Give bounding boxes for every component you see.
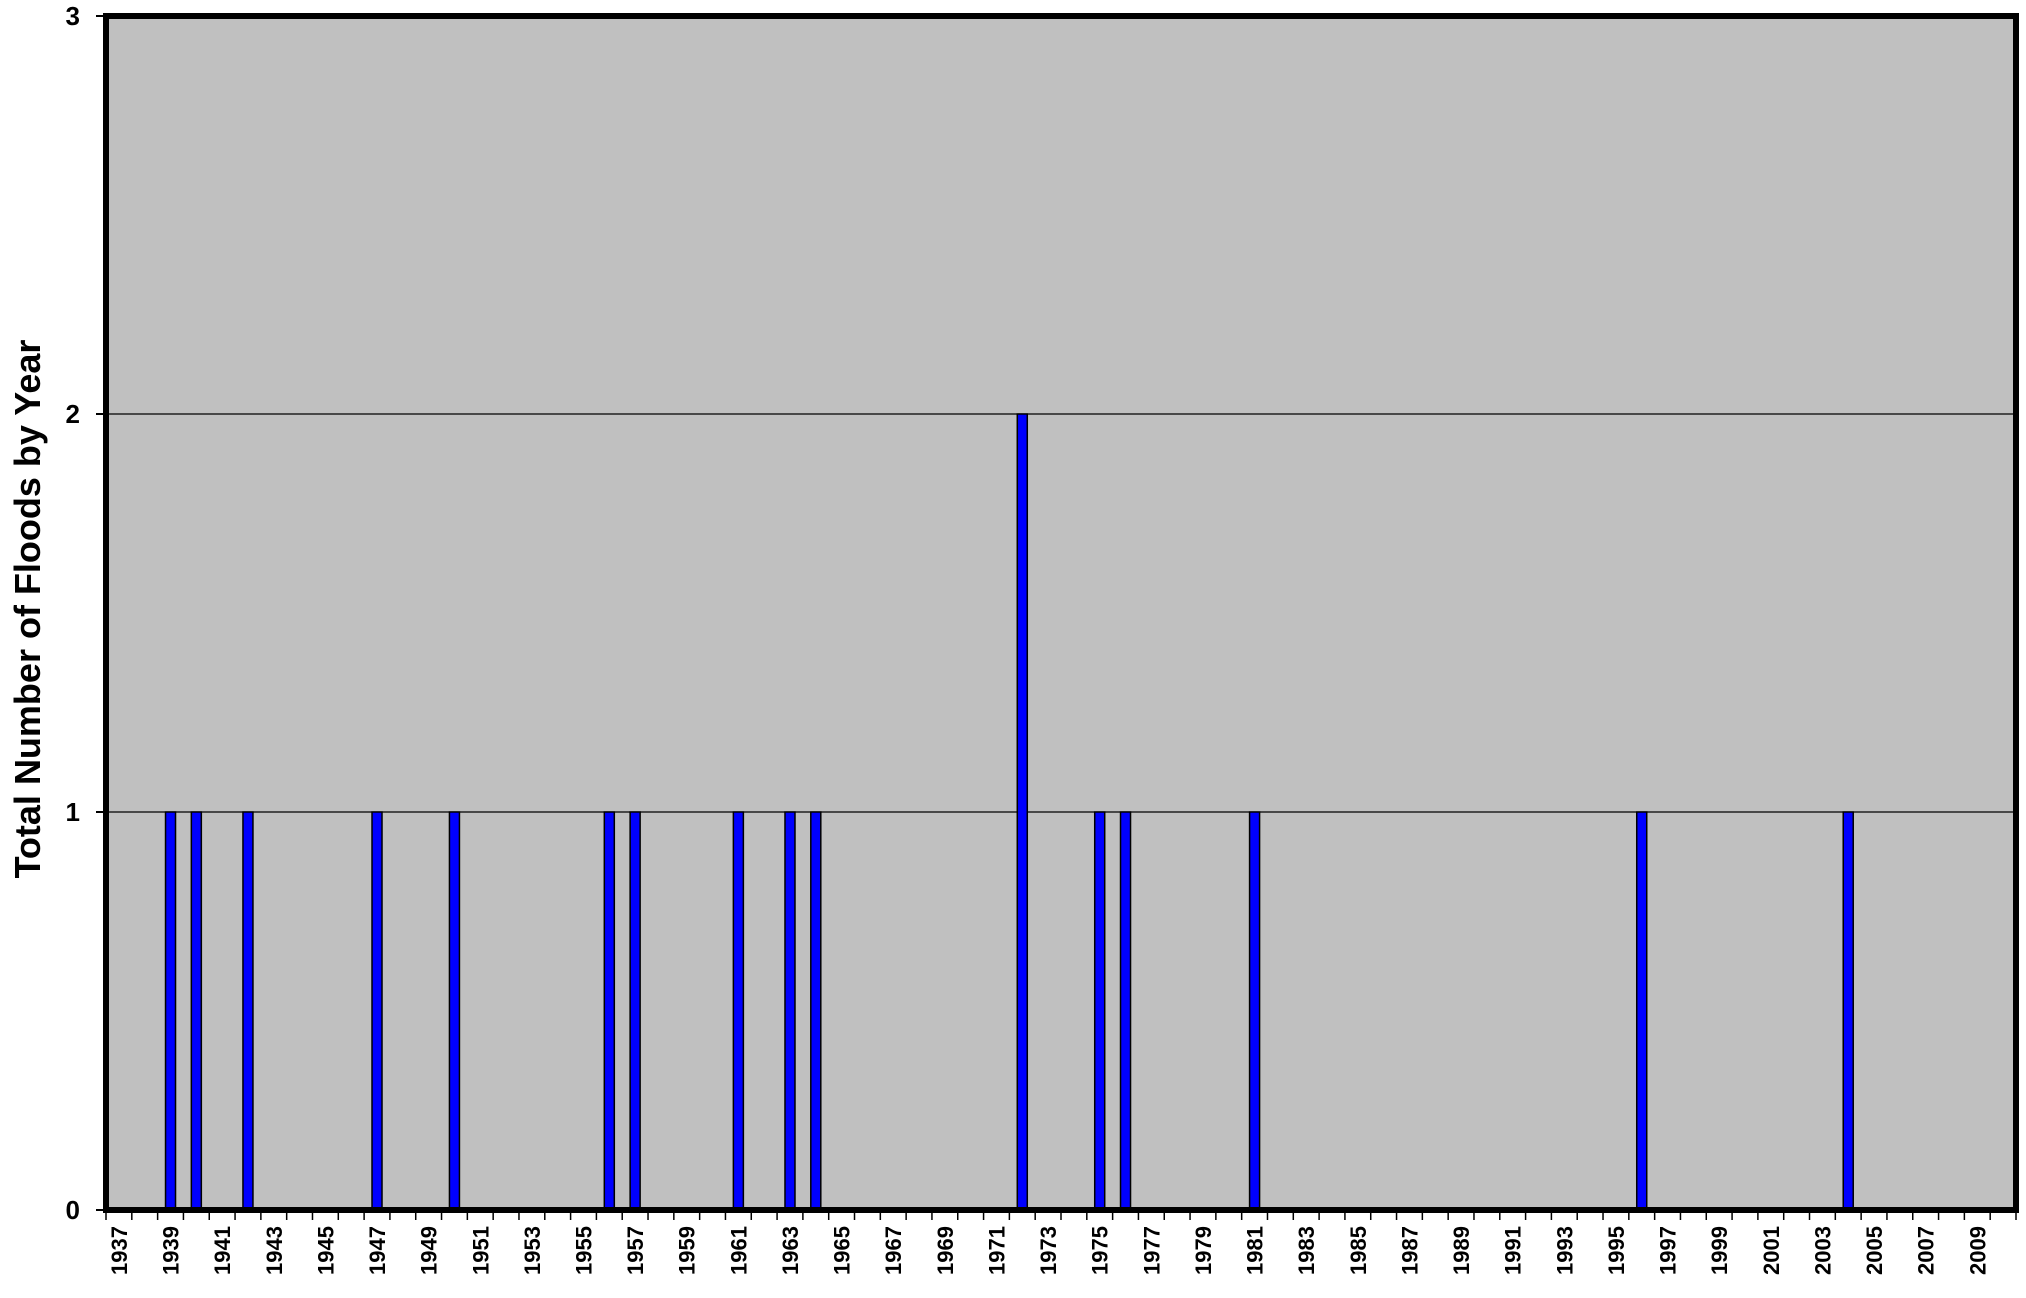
x-ticks: 1937 1939 1941 1943 1945 1947 1949 1951 1953 1955… <box>105 1210 2017 1275</box>
bar <box>1842 811 1854 1211</box>
bar <box>603 811 616 1211</box>
x-tick-label: 1993 <box>1552 1226 1577 1275</box>
x-tick-label: 1937 <box>107 1226 132 1275</box>
y-tick-label: 3 <box>66 1 80 31</box>
x-tick-label: 1947 <box>365 1226 390 1275</box>
bar <box>1093 811 1106 1211</box>
x-tick-label: 1975 <box>1088 1226 1113 1275</box>
bar <box>371 811 383 1211</box>
x-tick-label: 1987 <box>1397 1226 1422 1275</box>
x-tick-label: 1973 <box>1036 1226 1061 1275</box>
x-tick-label: 1995 <box>1604 1226 1629 1275</box>
x-tick-label: 1939 <box>159 1226 184 1275</box>
x-tick-label: 1957 <box>623 1226 648 1275</box>
x-tick-label: 2005 <box>1862 1226 1887 1275</box>
x-tick-label: 1983 <box>1294 1226 1319 1275</box>
y-tick-label: 2 <box>66 399 80 429</box>
x-tick-label: 1955 <box>572 1226 597 1275</box>
x-tick-label: 1977 <box>1139 1226 1164 1275</box>
y-tick-label: 1 <box>66 797 80 827</box>
bar <box>810 811 822 1211</box>
x-tick-label: 1951 <box>468 1226 493 1275</box>
bar <box>1248 811 1261 1211</box>
x-tick-label: 1949 <box>417 1226 442 1275</box>
x-tick-label: 1961 <box>726 1226 751 1275</box>
x-tick-label: 1985 <box>1346 1226 1371 1275</box>
x-tick-label: 1969 <box>933 1226 958 1275</box>
x-tick-label: 1941 <box>210 1226 235 1275</box>
x-tick-label: 2003 <box>1810 1226 1835 1275</box>
grid-lines <box>106 413 2016 813</box>
bar <box>164 811 177 1211</box>
bar <box>190 811 203 1211</box>
plot-area <box>106 16 2016 1210</box>
y-tick-label: 0 <box>66 1195 80 1225</box>
plot-frame <box>103 13 2019 1213</box>
x-tick-label: 2001 <box>1759 1226 1784 1275</box>
x-tick-label: 1991 <box>1501 1226 1526 1275</box>
bar <box>448 811 461 1211</box>
x-tick-label: 1997 <box>1656 1226 1681 1275</box>
x-tick-label: 1965 <box>830 1226 855 1275</box>
x-tick-label: 2007 <box>1914 1226 1939 1275</box>
x-tick-label: 1989 <box>1449 1226 1474 1275</box>
x-tick-label: 1999 <box>1707 1226 1732 1275</box>
x-tick-label: 1953 <box>520 1226 545 1275</box>
bar <box>784 811 796 1211</box>
bar <box>732 811 745 1211</box>
x-tick-label: 1967 <box>881 1226 906 1275</box>
x-tick-label: 1943 <box>262 1226 287 1275</box>
bar <box>1016 413 1029 1211</box>
x-tick-label: 1981 <box>1243 1226 1268 1275</box>
y-ticks: 0 1 2 3 <box>66 1 106 1225</box>
x-tick-label: 1963 <box>778 1226 803 1275</box>
x-tick-label: 1979 <box>1191 1226 1216 1275</box>
bar <box>1635 811 1648 1211</box>
bar <box>242 811 254 1211</box>
bar <box>629 811 641 1211</box>
x-tick-label: 1945 <box>313 1226 338 1275</box>
x-tick-label: 1971 <box>984 1226 1009 1275</box>
x-tick-label: 2009 <box>1965 1226 1990 1275</box>
bar <box>1119 811 1132 1211</box>
x-tick-label: 1959 <box>675 1226 700 1275</box>
